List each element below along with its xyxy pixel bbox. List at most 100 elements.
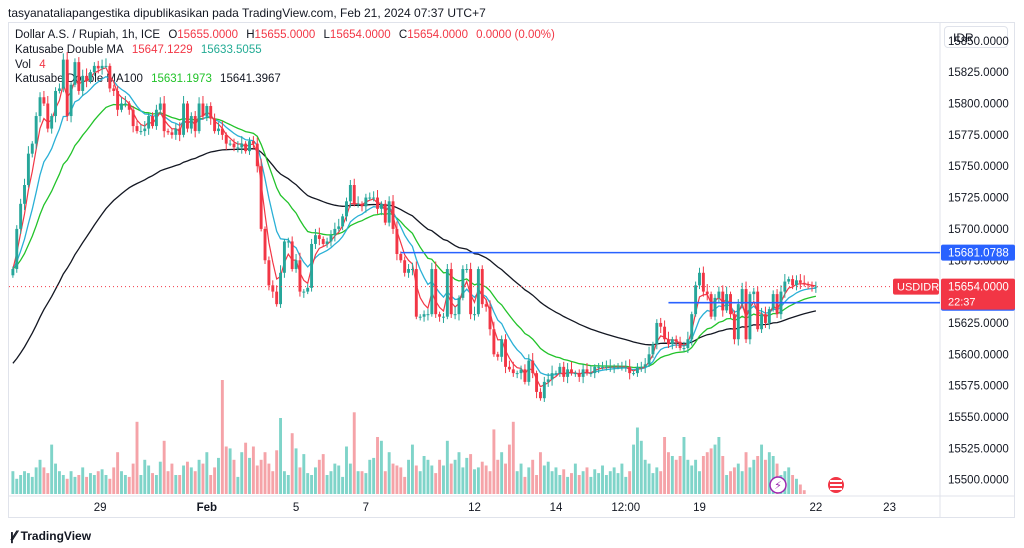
candle-body bbox=[143, 128, 147, 132]
volume-bar bbox=[189, 467, 193, 494]
volume-bar bbox=[767, 452, 771, 494]
volume-bar bbox=[480, 461, 484, 494]
volume-bar bbox=[651, 473, 655, 494]
candle-body bbox=[302, 291, 306, 293]
candle-body bbox=[317, 235, 321, 239]
candle-body bbox=[639, 366, 643, 368]
volume-legend[interactable]: Vol 4 bbox=[15, 59, 51, 71]
candle-body bbox=[577, 373, 581, 377]
ma1-legend[interactable]: Katusabe Double MA 15647.1229 15633.5055 bbox=[15, 44, 267, 56]
candle-body bbox=[453, 314, 457, 316]
ma1-value-2: 15633.5055 bbox=[200, 44, 262, 56]
volume-bar bbox=[558, 475, 562, 494]
volume-bar bbox=[120, 471, 123, 494]
candle-body bbox=[546, 379, 550, 382]
volume-bar bbox=[368, 459, 372, 494]
y-tick-label: 15850.0000 bbox=[948, 36, 1009, 48]
volume-bar bbox=[116, 452, 120, 494]
volume-bar bbox=[461, 467, 465, 494]
y-tick-label: 15575.0000 bbox=[948, 381, 1009, 393]
tradingview-brand[interactable]: ꞁ⁄⁄ TradingView bbox=[10, 527, 91, 544]
currency-button[interactable]: IDR bbox=[944, 26, 1008, 48]
volume-bar bbox=[310, 475, 314, 494]
volume-bar bbox=[647, 463, 651, 494]
volume-bar bbox=[19, 475, 23, 494]
change-value: 0.0000 (0.00%) bbox=[476, 29, 555, 41]
candle-body bbox=[791, 279, 795, 286]
volume-bar bbox=[341, 476, 345, 494]
volume-bar bbox=[127, 476, 131, 494]
volume-bar bbox=[729, 471, 732, 494]
volume-bar bbox=[438, 459, 442, 494]
y-tick-label: 15700.0000 bbox=[948, 224, 1009, 236]
volume-bar bbox=[372, 457, 376, 494]
volume-bar bbox=[403, 476, 407, 494]
candle-body bbox=[263, 228, 267, 261]
volume-bar bbox=[321, 454, 325, 494]
candle-body bbox=[313, 235, 317, 244]
volume-bar bbox=[787, 467, 791, 494]
ma1-name: Katusabe Double MA bbox=[15, 44, 124, 56]
candle-body bbox=[271, 285, 275, 292]
candle-body bbox=[492, 329, 496, 355]
candle-body bbox=[100, 65, 104, 69]
candle-body bbox=[19, 203, 23, 229]
candle-body bbox=[795, 280, 798, 286]
volume-bar bbox=[763, 459, 767, 494]
volume-bar bbox=[732, 467, 736, 494]
volume-bar bbox=[682, 437, 686, 494]
candle-body bbox=[798, 280, 802, 283]
candle-body bbox=[108, 65, 112, 89]
candle-body bbox=[81, 75, 85, 91]
volume-bar bbox=[604, 475, 608, 494]
candle-body bbox=[597, 366, 601, 368]
volume-bar bbox=[209, 475, 213, 494]
candle-body bbox=[391, 201, 395, 229]
symbol-legend[interactable]: Dollar A.S. / Rupiah, 1h, ICE O15655.000… bbox=[15, 29, 560, 41]
candle-body bbox=[635, 366, 639, 374]
candle-body bbox=[325, 241, 329, 244]
volume-bar bbox=[135, 421, 139, 494]
volume-bar bbox=[151, 473, 154, 494]
candle-body bbox=[422, 314, 426, 317]
candle-body bbox=[38, 97, 42, 117]
volume-bar bbox=[279, 418, 282, 494]
last-price-tag bbox=[941, 278, 1015, 310]
open-label: O bbox=[168, 29, 178, 41]
candle-body bbox=[182, 103, 186, 135]
x-tick-label: 7 bbox=[363, 502, 369, 514]
ma1-value-1: 15647.1229 bbox=[131, 44, 193, 56]
volume-bar bbox=[325, 475, 329, 494]
volume-bar bbox=[391, 463, 395, 494]
candle-body bbox=[810, 285, 814, 287]
candle-body bbox=[185, 103, 189, 129]
candle-body bbox=[616, 366, 620, 368]
volume-bar bbox=[589, 476, 593, 494]
candle-body bbox=[364, 197, 368, 207]
ma2-value-1: 15631.1973 bbox=[151, 73, 212, 85]
candle-body bbox=[445, 269, 449, 317]
volume-bar bbox=[85, 476, 89, 494]
volume-bar bbox=[465, 457, 469, 494]
volume-bar bbox=[112, 467, 116, 494]
volume-bar bbox=[348, 463, 352, 494]
volume-bar bbox=[639, 440, 643, 494]
candle-body bbox=[581, 369, 585, 377]
candle-body bbox=[255, 143, 259, 167]
candle-body bbox=[461, 269, 465, 298]
volume-bar bbox=[104, 475, 108, 494]
volume-bar bbox=[670, 456, 674, 494]
candle-body bbox=[286, 241, 290, 243]
candle-body bbox=[345, 201, 348, 217]
candle-body bbox=[488, 306, 492, 330]
candle-body bbox=[368, 197, 372, 199]
volume-bar bbox=[174, 475, 178, 494]
candle-body bbox=[585, 369, 589, 374]
volume-bar bbox=[376, 437, 379, 494]
candle-body bbox=[573, 373, 577, 375]
volume-bar bbox=[795, 478, 798, 494]
candle-body bbox=[267, 260, 271, 286]
volume-bar bbox=[515, 471, 519, 494]
candle-body bbox=[651, 344, 655, 355]
